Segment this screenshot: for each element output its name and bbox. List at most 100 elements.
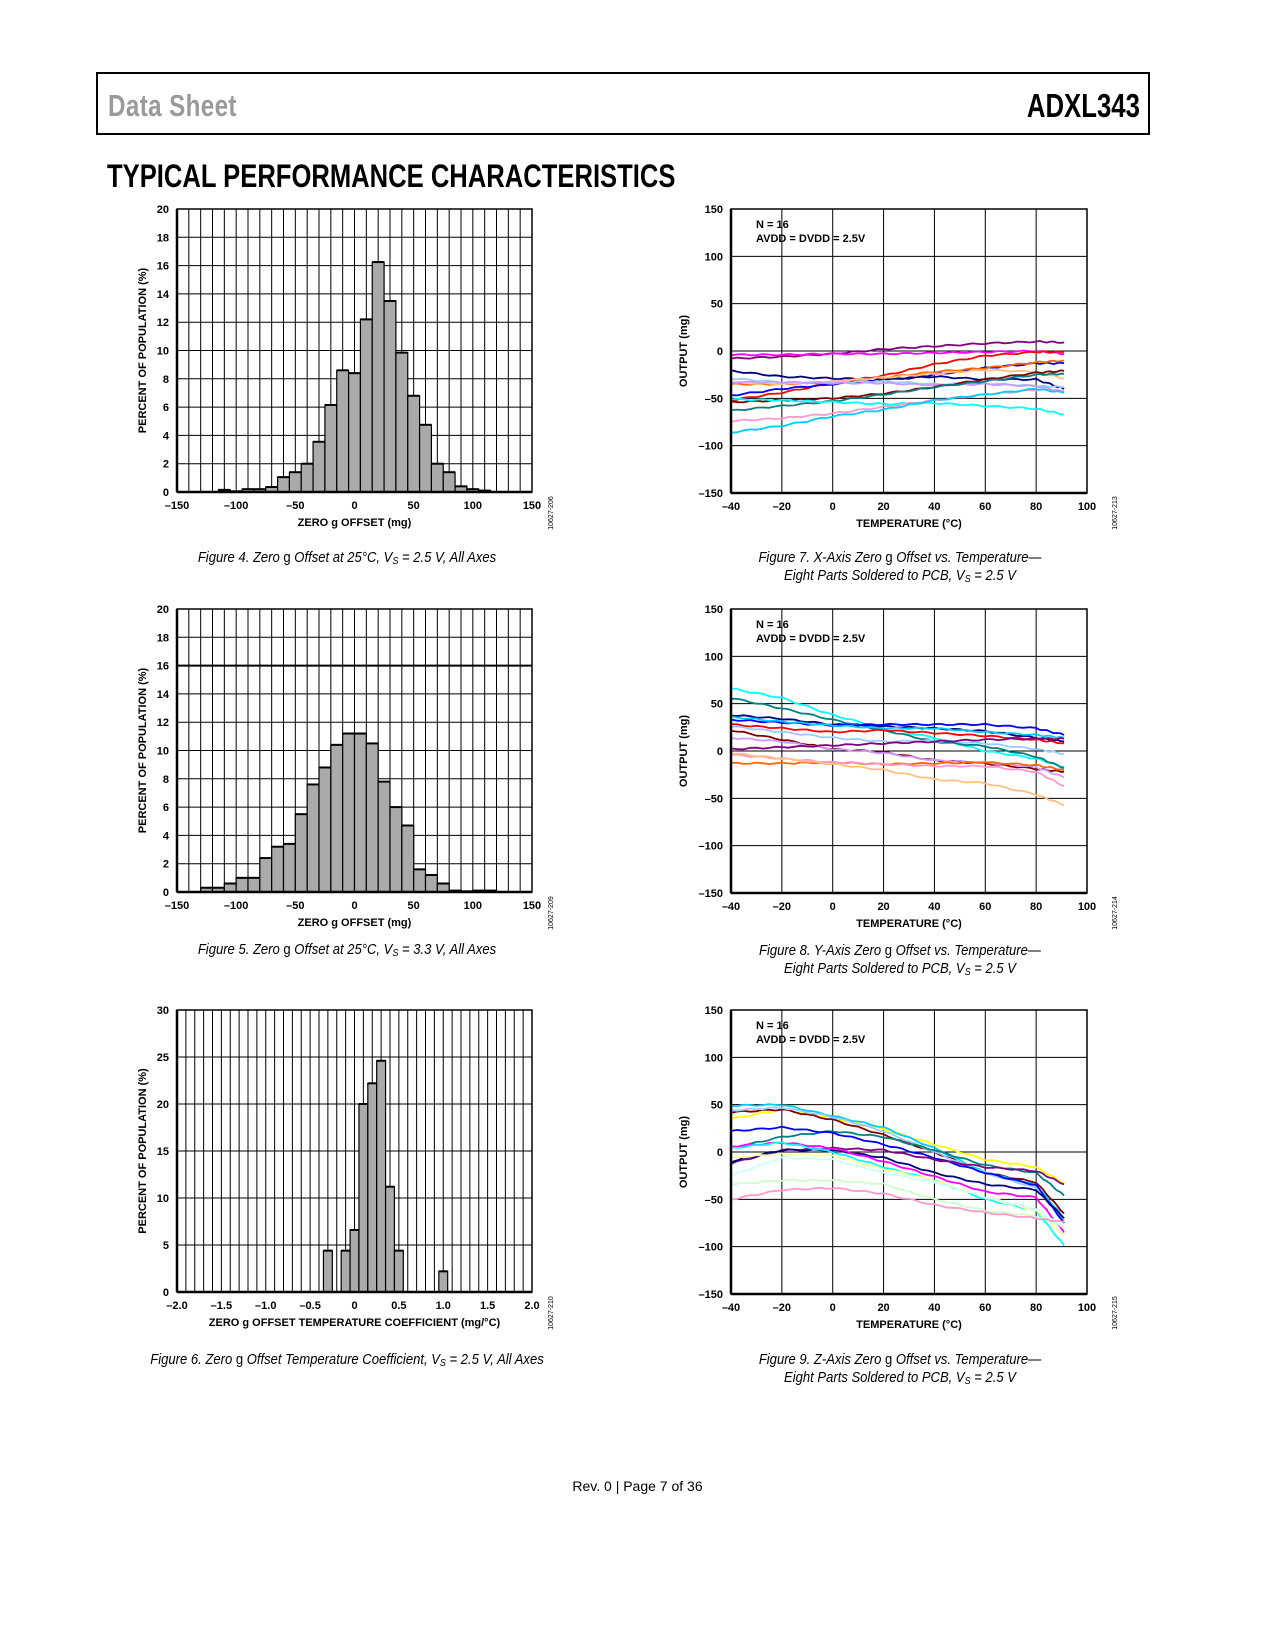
annotation-supply: AVDD = DVDD = 2.5V bbox=[756, 633, 866, 645]
caption-mid: Offset vs. Temperature— bbox=[892, 550, 1042, 566]
x-tick-label: 150 bbox=[523, 500, 541, 512]
series-line bbox=[730, 715, 1065, 739]
histogram-bar bbox=[407, 395, 421, 493]
x-axis-label: TEMPERATURE (°C) bbox=[856, 518, 962, 530]
caption-line: Figure 4. Zero g Offset at 25°C, VS = 2.… bbox=[77, 549, 617, 571]
y-tick-label: 18 bbox=[157, 632, 169, 644]
caption-sub: S bbox=[392, 948, 399, 959]
histogram-bar bbox=[349, 1229, 360, 1293]
series-line bbox=[730, 350, 1065, 402]
series-line bbox=[730, 369, 1065, 390]
histogram-bar bbox=[312, 441, 326, 493]
caption-sub2: S bbox=[964, 1376, 971, 1387]
caption-post: = 3.3 V, All Axes bbox=[398, 942, 497, 958]
x-tick-label: 80 bbox=[1030, 901, 1042, 913]
y-tick-label: 150 bbox=[705, 604, 723, 616]
y-tick-label: 0 bbox=[163, 1287, 169, 1299]
x-tick-label: 100 bbox=[464, 900, 482, 912]
figure-id: 10627-210 bbox=[548, 1296, 555, 1330]
figure-caption: Figure 8. Y-Axis Zero g Offset vs. Tempe… bbox=[630, 942, 1170, 982]
y-tick-label: 16 bbox=[157, 661, 169, 673]
x-tick-label: –1.5 bbox=[211, 1300, 232, 1312]
histogram-bar bbox=[300, 463, 314, 493]
y-tick-label: 14 bbox=[157, 289, 170, 301]
series-line bbox=[731, 752, 1065, 806]
x-tick-label: –50 bbox=[286, 500, 304, 512]
histogram-bar bbox=[330, 744, 344, 893]
x-tick-label: –150 bbox=[165, 900, 189, 912]
figure-id: 10627-215 bbox=[1112, 1296, 1119, 1330]
histogram-bar bbox=[223, 882, 237, 893]
series-line bbox=[730, 1106, 1065, 1222]
histogram-bar bbox=[340, 1250, 351, 1293]
series-line bbox=[730, 1186, 1065, 1223]
caption-g: g bbox=[885, 550, 893, 566]
series-line bbox=[730, 725, 1065, 755]
y-tick-label: 0 bbox=[163, 887, 169, 899]
chart-figure-6: –2.0 –1.5 –1.0 –0.5 0 0.5 1.0 1.5 2.0 0 5 10 15 20 25 3… bbox=[137, 1005, 555, 1330]
y-axis-label: OUTPUT (mg) bbox=[678, 715, 690, 787]
chart-figure-9: N = 16 AVDD = DVDD = 2.5V –40 –20 0 20 40 60 80 1… bbox=[678, 1005, 1119, 1331]
series-line bbox=[730, 1125, 1065, 1224]
y-tick-label: 18 bbox=[157, 232, 169, 244]
x-axis-label: ZERO g OFFSET (mg) bbox=[298, 917, 412, 929]
x-tick-label: 60 bbox=[979, 501, 991, 513]
histogram-bar bbox=[365, 742, 379, 893]
histogram-bar bbox=[247, 877, 261, 893]
y-tick-label: 0 bbox=[717, 1147, 723, 1159]
histogram-bar bbox=[359, 318, 373, 493]
series-line bbox=[730, 387, 1065, 434]
y-tick-label: 10 bbox=[157, 746, 169, 758]
x-tick-label: –20 bbox=[773, 501, 791, 513]
series-line bbox=[730, 737, 1065, 751]
y-tick-label: 8 bbox=[163, 774, 169, 786]
x-tick-label: 0 bbox=[830, 501, 836, 513]
histogram-bar bbox=[358, 1103, 369, 1293]
y-tick-label: –150 bbox=[699, 488, 723, 500]
caption-pre: Figure 5. Zero bbox=[197, 942, 284, 958]
section-title: TYPICAL PERFORMANCE CHARACTERISTICS bbox=[107, 158, 676, 194]
caption-line2: Eight Parts Soldered to PCB, V bbox=[784, 961, 965, 977]
y-tick-label: 4 bbox=[163, 430, 170, 442]
x-tick-label: 40 bbox=[928, 1302, 940, 1314]
x-tick-label: 60 bbox=[979, 1302, 991, 1314]
y-axis-label: PERCENT OF POPULATION (%) bbox=[137, 667, 149, 833]
y-tick-label: 20 bbox=[157, 1099, 169, 1111]
histogram-bar bbox=[442, 471, 456, 493]
y-tick-label: –100 bbox=[699, 441, 723, 453]
x-tick-label: 80 bbox=[1030, 1302, 1042, 1314]
x-tick-label: 100 bbox=[1078, 501, 1096, 513]
chart-figure-5: –150 –100 –50 0 50 100 150 0 2 4 6 8 10 12 14 16 18 20 ZER… bbox=[137, 604, 555, 930]
y-tick-label: 2 bbox=[163, 459, 169, 471]
y-tick-label: 0 bbox=[163, 487, 169, 499]
x-tick-label: –40 bbox=[722, 901, 740, 913]
histogram-bar bbox=[235, 877, 249, 893]
y-tick-label: 20 bbox=[157, 204, 169, 216]
y-axis-label: PERCENT OF POPULATION (%) bbox=[137, 1068, 149, 1234]
series-line bbox=[730, 1156, 1065, 1229]
x-tick-label: –50 bbox=[286, 900, 304, 912]
y-tick-label: 50 bbox=[711, 299, 723, 311]
series-line bbox=[730, 687, 1065, 768]
x-tick-label: –40 bbox=[722, 1302, 740, 1314]
series-line bbox=[730, 380, 1065, 393]
y-tick-label: –150 bbox=[699, 1289, 723, 1301]
caption-g: g bbox=[235, 1352, 244, 1368]
figure-id: 10627-214 bbox=[1112, 896, 1119, 930]
series-line bbox=[730, 372, 1065, 412]
figure-caption: Figure 6. Zero g Offset Temperature Coef… bbox=[77, 1351, 617, 1373]
series-line bbox=[730, 339, 1065, 360]
x-tick-label: –1.0 bbox=[255, 1300, 276, 1312]
figure-id: 10627-213 bbox=[1112, 496, 1119, 530]
histogram-bar bbox=[342, 732, 356, 893]
series-line bbox=[730, 1152, 1065, 1236]
series-line bbox=[730, 730, 1065, 773]
caption-post: = 2.5 V, All Axes bbox=[398, 550, 497, 566]
caption-mid: Offset vs. Temperature— bbox=[892, 1352, 1042, 1368]
y-tick-label: 5 bbox=[163, 1240, 169, 1252]
series-line bbox=[730, 1141, 1065, 1234]
x-tick-label: –20 bbox=[773, 901, 791, 913]
figure-caption: Figure 9. Z-Axis Zero g Offset vs. Tempe… bbox=[630, 1351, 1170, 1391]
y-tick-label: 4 bbox=[163, 830, 170, 842]
